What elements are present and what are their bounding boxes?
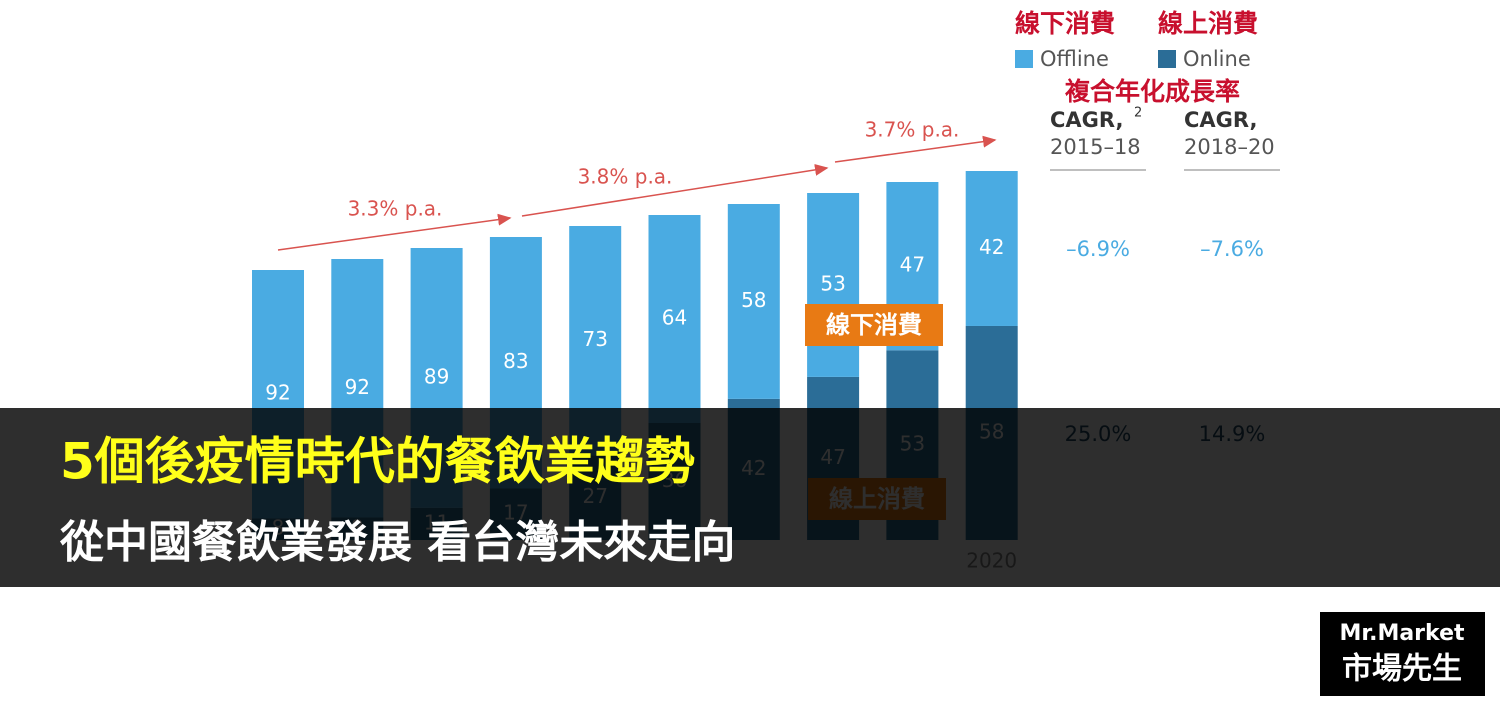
growth-arrow — [521, 163, 829, 217]
callout-label: 線下消費 — [826, 311, 922, 339]
legend-label-zh: 線下消費 — [1015, 9, 1115, 38]
growth-annotation: 3.8% p.a. — [578, 165, 673, 189]
cagr-title: 複合年化成長率 — [1065, 77, 1240, 106]
data-label: 92 — [265, 381, 290, 405]
bar-segment — [648, 215, 701, 423]
banner-overlay — [0, 408, 1500, 587]
callout-box — [805, 304, 943, 346]
cagr-offline: –6.9% — [1066, 237, 1130, 261]
cagr-period: 2015–18 — [1050, 135, 1141, 159]
bar-segment — [727, 204, 780, 399]
growth-arrow — [277, 213, 512, 251]
data-label: 58 — [741, 288, 766, 312]
data-label: 83 — [503, 349, 528, 373]
growth-annotation: 3.3% p.a. — [348, 197, 443, 221]
growth-annotation: 3.7% p.a. — [865, 118, 960, 142]
cagr-period: 2018–20 — [1184, 135, 1275, 159]
legend-swatch — [1158, 50, 1176, 68]
cagr-sup: 2 — [1134, 106, 1142, 121]
logo-box — [1320, 612, 1485, 696]
legend-label: Offline — [1040, 47, 1109, 71]
data-label: 64 — [662, 306, 687, 330]
bar-segment — [965, 171, 1018, 326]
legend-swatch — [1015, 50, 1033, 68]
legend-label: Online — [1183, 47, 1251, 71]
data-label: 53 — [820, 271, 845, 295]
cagr-offline: –7.6% — [1200, 237, 1264, 261]
logo-line2: 市場先生 — [1342, 652, 1462, 687]
data-label: 47 — [900, 253, 925, 277]
banner-subtitle: 從中國餐飲業發展 看台灣未來走向 — [59, 517, 735, 568]
data-label: 92 — [345, 375, 370, 399]
data-label: 42 — [979, 235, 1004, 259]
banner-title: 5個後疫情時代的餐飲業趨勢 — [60, 433, 695, 491]
growth-arrow — [834, 135, 997, 163]
legend-label-zh: 線上消費 — [1158, 9, 1258, 38]
data-label: 73 — [582, 327, 607, 351]
logo-line1: Mr.Market — [1339, 621, 1465, 646]
data-label: 89 — [424, 364, 449, 388]
cagr-header: CAGR, — [1184, 108, 1257, 132]
cagr-header: CAGR, — [1050, 108, 1123, 132]
bar-segment — [807, 193, 860, 377]
